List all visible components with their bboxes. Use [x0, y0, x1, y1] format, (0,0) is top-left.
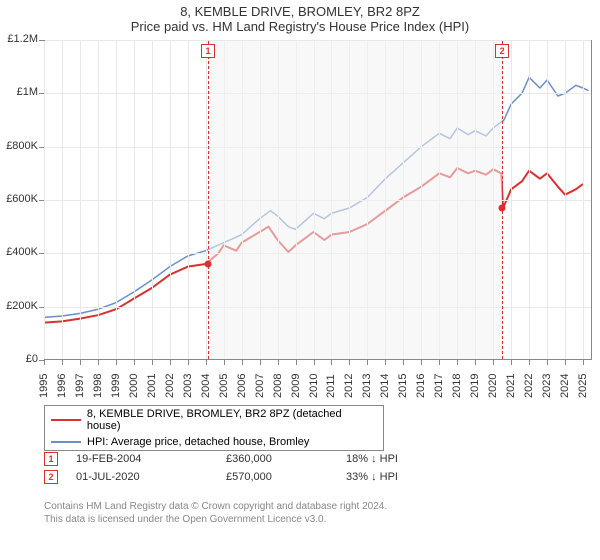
legend-row: HPI: Average price, detached house, Brom…	[45, 434, 383, 450]
transaction-marker-cell: 1	[44, 452, 58, 466]
x-tick-label: 2008	[272, 370, 284, 398]
legend-label: 8, KEMBLE DRIVE, BROMLEY, BR2 8PZ (detac…	[87, 408, 377, 432]
footer-line2: This data is licensed under the Open Gov…	[44, 513, 387, 526]
x-tick-label: 2010	[308, 370, 320, 398]
transaction-diff: 18% ↓ HPI	[346, 453, 466, 465]
x-tick-label: 2020	[487, 370, 499, 398]
legend: 8, KEMBLE DRIVE, BROMLEY, BR2 8PZ (detac…	[44, 405, 384, 451]
x-tick-label: 1997	[74, 370, 86, 398]
transaction-marker: 2	[495, 44, 509, 58]
shaded-region	[208, 41, 502, 359]
x-tick-label: 2019	[469, 370, 481, 398]
y-tick-label: £800K	[0, 140, 38, 152]
x-tick-label: 2013	[361, 370, 373, 398]
x-tick-label: 2024	[559, 370, 571, 398]
x-tick-label: 2000	[128, 370, 140, 398]
x-tick-label: 2004	[200, 370, 212, 398]
y-tick-label: £1.2M	[0, 33, 38, 45]
footer-attribution: Contains HM Land Registry data © Crown c…	[44, 500, 387, 526]
x-tick-label: 1998	[92, 370, 104, 398]
transactions-table: 1 19-FEB-2004£360,00018% ↓ HPI 2 01-JUL-202…	[44, 452, 466, 488]
transaction-date: 19-FEB-2004	[76, 453, 226, 465]
x-tick-label: 1999	[110, 370, 122, 398]
transaction-row: 2 01-JUL-2020£570,00033% ↓ HPI	[44, 470, 466, 484]
x-tick-label: 2009	[290, 370, 302, 398]
transaction-price: £360,000	[226, 453, 346, 465]
transaction-row: 1 19-FEB-2004£360,00018% ↓ HPI	[44, 452, 466, 466]
y-tick-label: £600K	[0, 193, 38, 205]
x-tick-label: 2012	[343, 370, 355, 398]
x-tick-label: 1996	[56, 370, 68, 398]
y-tick-label: £400K	[0, 246, 38, 258]
legend-label: HPI: Average price, detached house, Brom…	[87, 436, 309, 448]
x-tick-label: 2016	[415, 370, 427, 398]
y-tick-label: £200K	[0, 300, 38, 312]
y-tick-label: £1M	[0, 86, 38, 98]
transaction-marker: 1	[201, 44, 215, 58]
legend-row: 8, KEMBLE DRIVE, BROMLEY, BR2 8PZ (detac…	[45, 406, 383, 434]
chart-container: 8, KEMBLE DRIVE, BROMLEY, BR2 8PZ Price …	[0, 0, 600, 560]
transaction-point	[205, 261, 212, 268]
x-tick-label: 2002	[164, 370, 176, 398]
x-tick-label: 2006	[236, 370, 248, 398]
transaction-point	[499, 205, 506, 212]
transaction-date: 01-JUL-2020	[76, 471, 226, 483]
x-tick-label: 2023	[541, 370, 553, 398]
x-tick-label: 2021	[505, 370, 517, 398]
x-tick-label: 2022	[523, 370, 535, 398]
legend-swatch	[51, 419, 81, 421]
transaction-diff: 33% ↓ HPI	[346, 471, 466, 483]
x-tick-label: 2015	[397, 370, 409, 398]
transaction-price: £570,000	[226, 471, 346, 483]
y-tick-label: £0	[0, 353, 38, 365]
footer-line1: Contains HM Land Registry data © Crown c…	[44, 500, 387, 513]
x-tick-label: 2017	[433, 370, 445, 398]
transaction-marker-cell: 2	[44, 470, 58, 484]
x-tick-label: 2001	[146, 370, 158, 398]
x-tick-label: 2018	[451, 370, 463, 398]
x-tick-label: 1995	[38, 370, 50, 398]
x-tick-label: 2003	[182, 370, 194, 398]
x-tick-label: 2005	[218, 370, 230, 398]
x-tick-label: 2025	[577, 370, 589, 398]
x-tick-label: 2011	[325, 370, 337, 398]
x-tick-label: 2007	[254, 370, 266, 398]
x-tick-label: 2014	[379, 370, 391, 398]
legend-swatch	[51, 441, 81, 443]
